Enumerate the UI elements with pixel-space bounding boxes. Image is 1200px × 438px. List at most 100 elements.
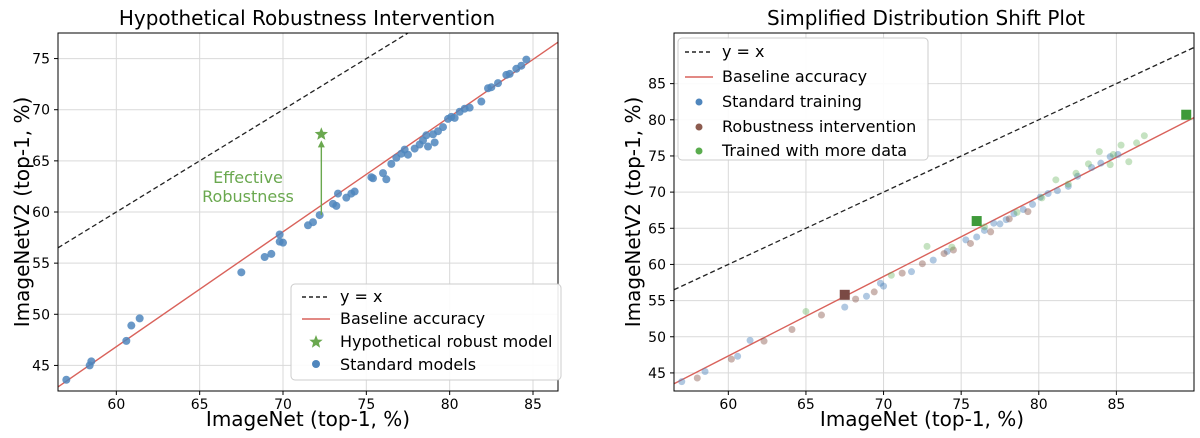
standard-training-point bbox=[1064, 182, 1072, 190]
trained-with-more-data-point bbox=[1064, 180, 1072, 188]
standard-models-point bbox=[424, 142, 432, 151]
standard-training-point bbox=[880, 282, 888, 290]
x-tick-label: 85 bbox=[1107, 397, 1125, 413]
standard-training-point bbox=[996, 220, 1004, 228]
standard-models-point bbox=[494, 79, 502, 88]
x-tick-label: 80 bbox=[441, 397, 459, 413]
right-plot-frame bbox=[673, 32, 1195, 392]
trained-with-more-data-point bbox=[1072, 169, 1080, 177]
y-tick-label: 80 bbox=[648, 113, 666, 129]
right-tick-labels: 60 65 70 75 80 85 45 50 55 60 65 70 75 80 85 bbox=[648, 77, 1125, 413]
standard-models-point bbox=[279, 238, 287, 247]
standard-training-point bbox=[973, 233, 981, 241]
right-chart-title: Simplified Distribution Shift Plot bbox=[767, 6, 1085, 30]
left-y-axis-label: ImageNetV2 (top-1, %) bbox=[10, 97, 34, 328]
standard-training-point bbox=[876, 279, 884, 287]
left-legend-baseline: Baseline accuracy bbox=[340, 309, 485, 328]
standard-training-point bbox=[841, 303, 849, 311]
trained-with-more-data-point bbox=[1125, 158, 1133, 166]
standard-training-point bbox=[943, 247, 951, 255]
trained-with-more-data-point bbox=[1052, 176, 1060, 184]
y-tick-label: 70 bbox=[648, 185, 666, 201]
robustness-intervention-point bbox=[949, 246, 957, 254]
annotation-line-2: Robustness bbox=[202, 187, 294, 206]
y-tick-label: 45 bbox=[32, 358, 50, 374]
standard-training-point bbox=[862, 292, 870, 300]
right-x-axis-label: ImageNet (top-1, %) bbox=[820, 407, 1024, 431]
standard-training-point bbox=[1097, 159, 1105, 167]
standard-training-point bbox=[990, 219, 998, 227]
y-tick-label: 75 bbox=[32, 52, 50, 68]
identity-line bbox=[57, 32, 409, 249]
baseline-accuracy-line bbox=[673, 116, 1195, 385]
robustness-intervention-point bbox=[788, 326, 796, 334]
standard-models-point bbox=[379, 169, 387, 178]
standard-models-point bbox=[439, 123, 447, 132]
legend-star-icon bbox=[309, 335, 323, 348]
standard-training-point bbox=[907, 268, 915, 276]
robustness-intervention-point bbox=[852, 295, 860, 303]
legend-standard-dot bbox=[312, 360, 320, 368]
trained-with-more-data-point bbox=[1140, 132, 1148, 140]
standard-models-point bbox=[332, 201, 341, 210]
standard-training-point bbox=[1044, 190, 1052, 198]
robustness-intervention-point bbox=[1024, 208, 1032, 216]
legend-standard-training-dot bbox=[695, 98, 703, 106]
standard-training-point bbox=[1114, 151, 1122, 159]
left-legend: y = x Baseline accuracy Hypothetical rob… bbox=[290, 283, 562, 381]
right-legend-robustness: Robustness intervention bbox=[722, 117, 916, 136]
trained-with-more-data-point bbox=[1095, 148, 1103, 156]
x-tick-label: 65 bbox=[797, 397, 815, 413]
right-legend-more-data: Trained with more data bbox=[721, 141, 907, 160]
right-points bbox=[678, 109, 1192, 386]
left-legend-standard: Standard models bbox=[340, 355, 476, 374]
standard-models-point bbox=[315, 211, 324, 220]
trained-with-more-data-highlight-point bbox=[1181, 109, 1192, 120]
standard-models-point bbox=[309, 218, 317, 227]
annotation-line-1: Effective bbox=[213, 168, 283, 187]
standard-models-point bbox=[127, 321, 136, 330]
left-tick-labels: 60 65 70 75 80 85 45 50 55 60 65 70 75 bbox=[32, 52, 542, 413]
standard-models-point bbox=[477, 97, 486, 106]
x-tick-label: 80 bbox=[1030, 397, 1048, 413]
right-y-axis-label: ImageNetV2 (top-1, %) bbox=[621, 97, 645, 328]
standard-models-point bbox=[237, 268, 246, 277]
y-tick-label: 65 bbox=[32, 154, 50, 170]
left-legend-box bbox=[290, 283, 562, 381]
x-tick-label: 60 bbox=[107, 397, 125, 413]
legend-robustness-dot bbox=[695, 123, 703, 131]
standard-training-point bbox=[1002, 216, 1010, 224]
y-tick-label: 55 bbox=[648, 294, 666, 310]
robustness-intervention-point bbox=[898, 269, 906, 277]
x-tick-label: 70 bbox=[274, 397, 292, 413]
right-legend-identity: y = x bbox=[722, 42, 765, 61]
x-tick-label: 65 bbox=[191, 397, 209, 413]
robustness-intervention-point bbox=[870, 288, 878, 296]
standard-models-point bbox=[404, 150, 412, 159]
standard-training-point bbox=[1010, 210, 1018, 218]
effective-robustness-arrowhead bbox=[317, 140, 325, 148]
robustness-intervention-point bbox=[817, 311, 825, 319]
left-points bbox=[62, 55, 531, 384]
standard-models-point bbox=[522, 55, 531, 64]
x-tick-label: 75 bbox=[952, 397, 970, 413]
left-panel: Hypothetical Robustness Intervention Eff… bbox=[10, 6, 562, 431]
y-tick-label: 50 bbox=[32, 307, 50, 323]
left-annotation: Effective Robustness bbox=[202, 140, 325, 216]
standard-models-point bbox=[275, 230, 284, 239]
standard-training-point bbox=[1088, 164, 1096, 172]
standard-models-point bbox=[369, 174, 377, 183]
standard-training-point bbox=[734, 352, 742, 360]
standard-training-point bbox=[962, 236, 970, 244]
trained-with-more-data-point bbox=[948, 243, 956, 251]
y-tick-label: 45 bbox=[648, 366, 666, 382]
standard-models-point bbox=[260, 253, 269, 262]
standard-training-point bbox=[701, 367, 709, 375]
standard-training-point bbox=[678, 378, 686, 386]
standard-training-point bbox=[1053, 187, 1061, 195]
trained-with-more-data-point bbox=[802, 307, 810, 315]
trained-with-more-data-point bbox=[923, 242, 931, 250]
y-tick-label: 50 bbox=[648, 330, 666, 346]
x-tick-label: 75 bbox=[357, 397, 375, 413]
